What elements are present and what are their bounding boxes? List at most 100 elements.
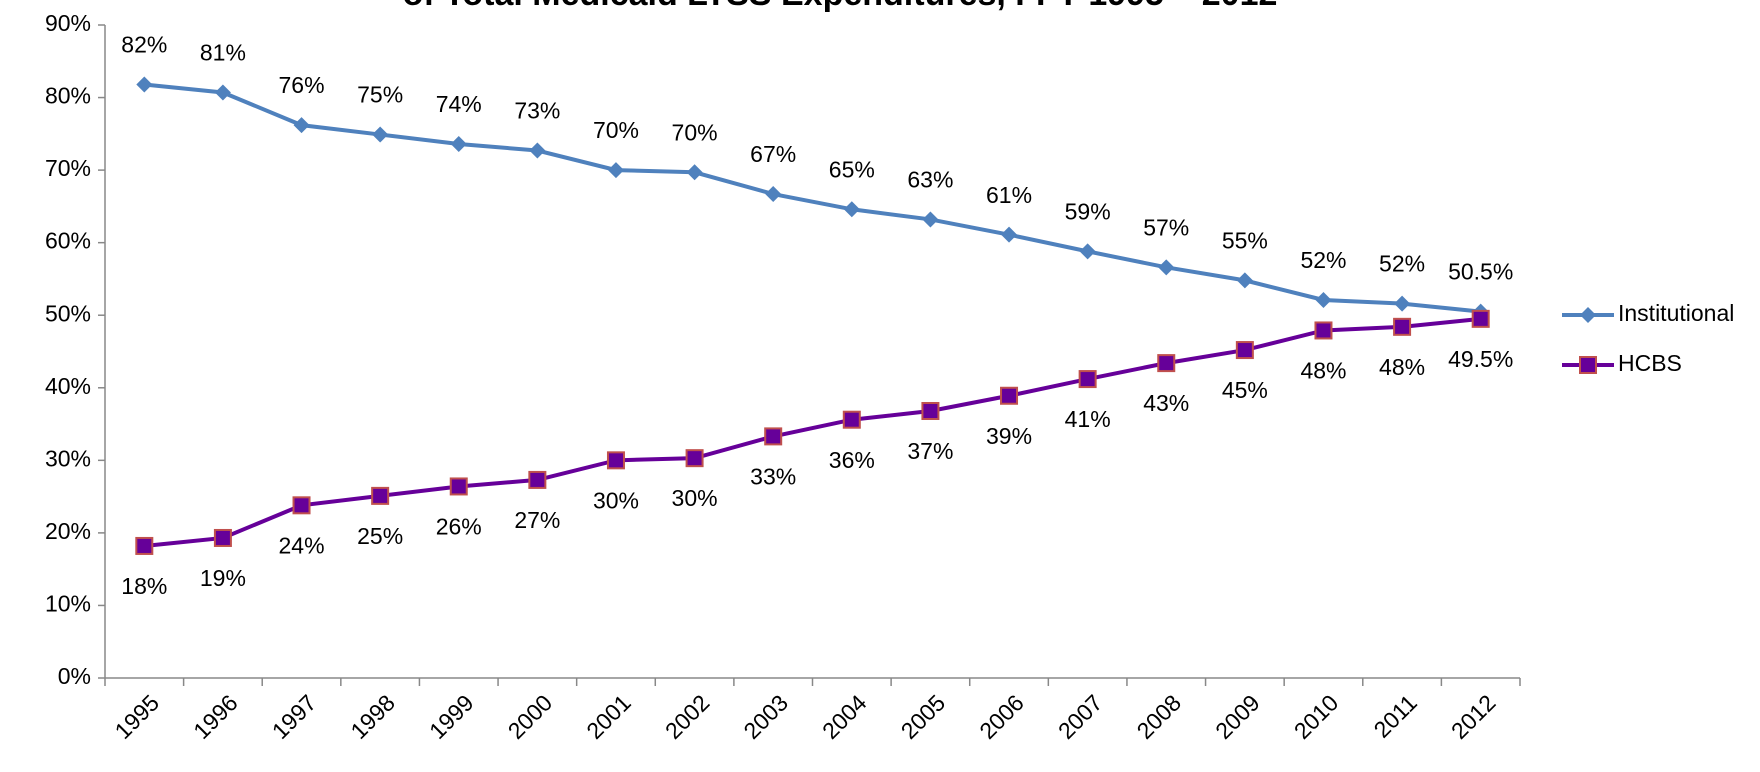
y-tick-label: 30% <box>45 445 91 471</box>
data-label: 43% <box>1143 390 1189 416</box>
x-tick-label: 2009 <box>1210 689 1265 744</box>
series-marker <box>1393 317 1412 336</box>
series-marker <box>921 401 940 420</box>
data-label: 70% <box>672 119 718 145</box>
data-label: 25% <box>357 523 403 549</box>
series-marker <box>1078 370 1097 389</box>
x-tick-label: 2004 <box>817 689 872 744</box>
x-tick-label: 1999 <box>424 689 479 744</box>
series-marker <box>1394 295 1411 312</box>
data-label: 57% <box>1143 214 1189 240</box>
x-tick-label: 2003 <box>738 689 793 744</box>
data-label: 81% <box>200 40 246 66</box>
x-tick-label: 2001 <box>581 689 636 744</box>
x-tick-label: 2007 <box>1053 689 1108 744</box>
x-tick-label: 2002 <box>660 689 715 744</box>
series-marker <box>1000 386 1019 405</box>
series-marker <box>1001 226 1018 243</box>
series-marker <box>1471 309 1490 328</box>
data-label: 39% <box>986 423 1032 449</box>
series-marker <box>1079 243 1096 260</box>
data-label: 36% <box>829 447 875 473</box>
series-marker <box>685 449 704 468</box>
series-marker <box>842 410 861 429</box>
y-tick-label: 40% <box>45 373 91 399</box>
data-label: 33% <box>750 463 796 489</box>
x-tick-label: 2006 <box>974 689 1029 744</box>
data-label: 48% <box>1300 358 1346 384</box>
data-label: 52% <box>1379 251 1425 277</box>
y-tick-label: 50% <box>45 300 91 326</box>
series-marker <box>1235 341 1254 360</box>
x-tick-label: 1998 <box>345 689 400 744</box>
series-marker <box>1158 259 1175 276</box>
legend-label: HCBS <box>1618 350 1682 376</box>
chart-title: of Total Medicaid LTSS Expenditures, FFY… <box>403 0 1278 13</box>
data-label: 63% <box>907 167 953 193</box>
y-tick-label: 70% <box>45 155 91 181</box>
y-tick-label: 80% <box>45 83 91 109</box>
series-marker <box>843 201 860 218</box>
series-marker <box>922 211 939 228</box>
series-marker <box>1314 321 1333 340</box>
data-label: 26% <box>436 514 482 540</box>
data-label: 45% <box>1222 377 1268 403</box>
data-label: 52% <box>1300 247 1346 273</box>
series-marker <box>1236 272 1253 289</box>
data-label: 30% <box>593 487 639 513</box>
series-line <box>144 82 1481 314</box>
series-marker <box>1157 354 1176 373</box>
data-label: 75% <box>357 82 403 108</box>
series-marker <box>528 470 547 489</box>
series-marker <box>372 126 389 143</box>
data-label: 27% <box>514 507 560 533</box>
x-tick-label: 2008 <box>1132 689 1187 744</box>
y-tick-label: 90% <box>45 10 91 36</box>
x-tick-label: 2005 <box>896 689 951 744</box>
data-label: 48% <box>1379 354 1425 380</box>
series-marker <box>765 186 782 203</box>
series-marker <box>292 496 311 515</box>
data-label: 73% <box>514 98 560 124</box>
data-label: 30% <box>672 485 718 511</box>
series-marker <box>214 84 231 101</box>
data-label: 24% <box>279 532 325 558</box>
series-marker <box>764 427 783 446</box>
legend-marker <box>1579 356 1597 374</box>
legend-marker <box>1580 307 1596 323</box>
series-marker <box>371 486 390 505</box>
y-tick-label: 0% <box>58 663 91 689</box>
data-label: 70% <box>593 117 639 143</box>
data-label: 41% <box>1065 406 1111 432</box>
series-marker <box>450 135 467 152</box>
data-label: 82% <box>121 32 167 58</box>
series-marker <box>449 477 468 496</box>
x-tick-label: 1996 <box>188 689 243 744</box>
x-tick-label: 1997 <box>267 689 322 744</box>
data-label: 50.5% <box>1448 259 1513 285</box>
x-tick-label: 2012 <box>1446 689 1501 744</box>
data-label: 59% <box>1065 198 1111 224</box>
x-tick-label: 2011 <box>1369 689 1422 742</box>
data-label: 37% <box>907 438 953 464</box>
y-tick-label: 60% <box>45 228 91 254</box>
x-tick-label: 2010 <box>1289 689 1344 744</box>
series-marker <box>293 117 310 134</box>
data-label: 74% <box>436 91 482 117</box>
x-tick-label: 1995 <box>110 689 165 744</box>
series-marker <box>607 162 624 179</box>
legend-label: Institutional <box>1618 300 1734 326</box>
series-marker <box>529 142 546 159</box>
series-marker <box>606 451 625 470</box>
data-label: 61% <box>986 182 1032 208</box>
series-marker <box>1315 291 1332 308</box>
data-label: 76% <box>279 72 325 98</box>
data-label: 19% <box>200 565 246 591</box>
series-line <box>144 316 1481 548</box>
x-tick-label: 2000 <box>503 689 558 744</box>
data-label: 65% <box>829 156 875 182</box>
data-label: 49.5% <box>1448 346 1513 372</box>
data-label: 55% <box>1222 227 1268 253</box>
series-marker <box>686 164 703 181</box>
